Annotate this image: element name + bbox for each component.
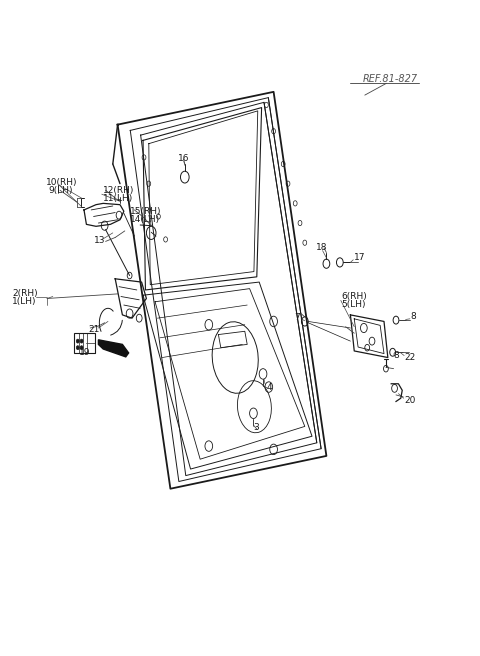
Text: 18: 18 [316, 243, 327, 253]
Text: 8: 8 [410, 312, 416, 321]
Text: 3: 3 [253, 423, 259, 432]
Circle shape [76, 346, 79, 350]
Text: 7: 7 [294, 313, 300, 322]
Text: 5(LH): 5(LH) [342, 300, 366, 309]
Text: 15(RH): 15(RH) [130, 207, 161, 216]
Text: REF.81-827: REF.81-827 [362, 73, 418, 84]
Text: 8: 8 [394, 351, 399, 360]
Circle shape [80, 339, 83, 343]
Text: 1(LH): 1(LH) [12, 297, 36, 306]
Polygon shape [98, 340, 129, 357]
Text: 21: 21 [89, 325, 100, 334]
Text: 2(RH): 2(RH) [12, 289, 37, 298]
Text: 10(RH): 10(RH) [46, 178, 77, 187]
Text: 17: 17 [354, 253, 366, 262]
Circle shape [80, 346, 83, 350]
Text: 22: 22 [404, 353, 415, 362]
Text: 11(LH): 11(LH) [103, 194, 133, 203]
Bar [74, 333, 95, 353]
Text: 6(RH): 6(RH) [342, 292, 368, 301]
Text: 14(LH): 14(LH) [130, 215, 160, 224]
Text: 13: 13 [94, 236, 105, 245]
Text: 16: 16 [178, 154, 189, 163]
Text: 9(LH): 9(LH) [48, 186, 72, 195]
Circle shape [76, 339, 79, 343]
Text: 19: 19 [79, 348, 91, 358]
Text: 12(RH): 12(RH) [103, 186, 134, 195]
Text: 4: 4 [266, 382, 272, 392]
Text: 20: 20 [405, 396, 416, 405]
